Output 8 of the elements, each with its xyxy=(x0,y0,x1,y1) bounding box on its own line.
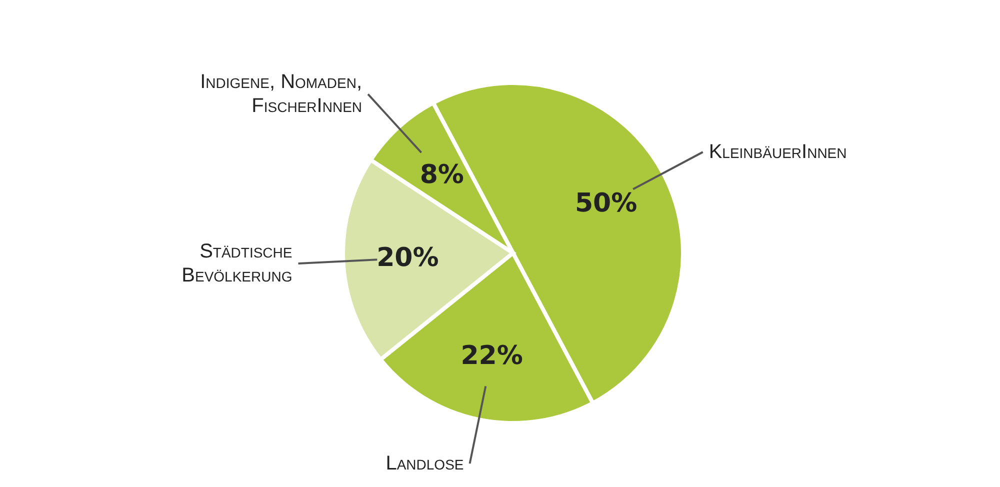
slice-label: Indigene, Nomaden, FischerInnen xyxy=(200,71,362,118)
data-label: 22% xyxy=(460,341,523,372)
data-label: 50% xyxy=(574,188,638,219)
slice-label: Landlose xyxy=(386,452,464,475)
data-label: 20% xyxy=(376,243,439,274)
slice-label: KleinbäuerInnen xyxy=(708,141,847,164)
slice-label: Städtische Bevölkerung xyxy=(182,240,292,287)
data-label: 8% xyxy=(420,160,464,190)
